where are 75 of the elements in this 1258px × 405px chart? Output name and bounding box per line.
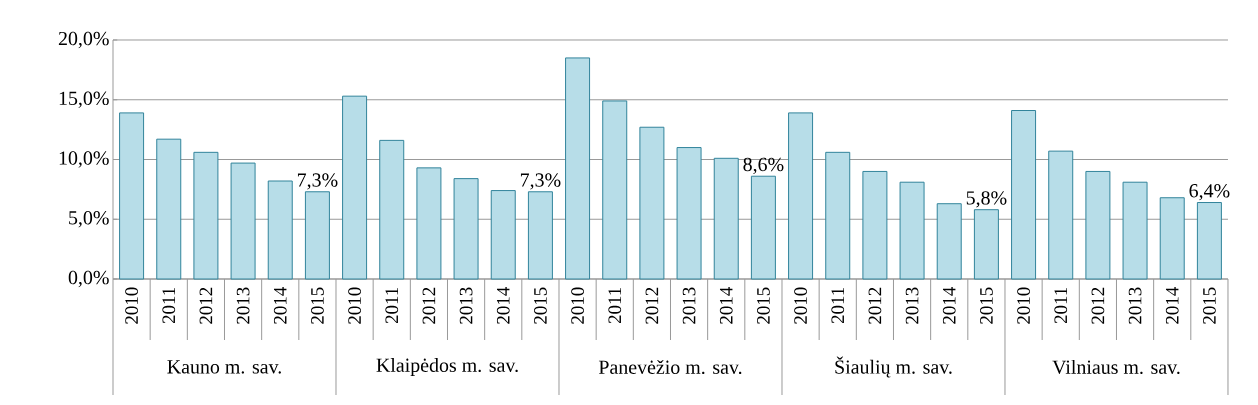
x-tick-label: 2013 bbox=[236, 287, 250, 324]
x-tick-label: 2015 bbox=[311, 287, 324, 324]
text: Klaipėdos m. sav. bbox=[376, 357, 518, 377]
x-tick-label: 2014 bbox=[273, 287, 287, 324]
bar bbox=[1196, 202, 1222, 280]
bar bbox=[676, 147, 702, 280]
x-tick-label: 2010 bbox=[348, 287, 361, 324]
bar bbox=[156, 138, 182, 280]
x-tick-label: 2010 bbox=[571, 287, 584, 324]
bar bbox=[527, 191, 553, 280]
x-tick-label: 2011 bbox=[1054, 287, 1068, 324]
bar bbox=[304, 191, 330, 280]
data-label: 6,4% bbox=[1189, 184, 1230, 201]
x-tick-label: 2011 bbox=[831, 287, 845, 324]
x-tick-label: 2010 bbox=[125, 287, 138, 324]
x-tick-label: 2014 bbox=[496, 287, 510, 324]
bar bbox=[713, 157, 739, 280]
x-tick-label: 2012 bbox=[422, 287, 436, 324]
bar bbox=[788, 112, 814, 280]
text: Šiaulių m. sav. bbox=[835, 356, 952, 378]
bar bbox=[379, 139, 405, 280]
bar bbox=[416, 167, 442, 280]
bar bbox=[1122, 181, 1148, 280]
bar bbox=[1048, 150, 1074, 280]
bar bbox=[193, 151, 219, 280]
y-tick-label: 10,0% bbox=[59, 151, 109, 168]
bar bbox=[899, 181, 925, 280]
y-tick-label: 0,0% bbox=[68, 270, 109, 288]
y-tick-label: 15,0% bbox=[59, 91, 109, 108]
bar bbox=[1085, 170, 1111, 280]
data-label: 5,8% bbox=[966, 191, 1007, 208]
bar bbox=[490, 190, 516, 280]
bar bbox=[342, 95, 368, 280]
data-label: 7,3% bbox=[297, 173, 338, 190]
bar bbox=[639, 126, 665, 280]
bar bbox=[119, 112, 145, 280]
data-label: 8,6% bbox=[743, 157, 784, 175]
x-tick-label: 2012 bbox=[868, 287, 882, 324]
x-tick-label: 2012 bbox=[1091, 287, 1105, 324]
bar bbox=[453, 178, 479, 280]
x-tick-label: 2015 bbox=[534, 287, 547, 324]
bar bbox=[565, 57, 591, 280]
bar bbox=[1159, 197, 1185, 280]
x-tick-label: 2010 bbox=[794, 287, 807, 324]
x-tick-label: 2014 bbox=[942, 287, 956, 324]
x-tick-label: 2012 bbox=[199, 287, 213, 324]
x-tick-label: 2013 bbox=[905, 287, 919, 324]
bar bbox=[750, 175, 776, 280]
x-tick-label: 2014 bbox=[719, 287, 733, 324]
bar bbox=[602, 100, 628, 280]
x-tick-label: 2011 bbox=[162, 287, 176, 324]
y-tick-label: 5,0% bbox=[69, 211, 109, 228]
bar bbox=[973, 209, 999, 280]
x-tick-label: 2011 bbox=[608, 287, 622, 324]
x-tick-label: 2015 bbox=[757, 287, 770, 324]
bar bbox=[862, 170, 888, 280]
x-tick-label: 2011 bbox=[385, 287, 399, 324]
text: Kauno m. sav. bbox=[167, 360, 281, 374]
x-tick-label: 2012 bbox=[645, 287, 659, 324]
x-tick-label: 2015 bbox=[1203, 287, 1216, 324]
x-tick-label: 2010 bbox=[1017, 287, 1030, 324]
text: Panevėžio m. sav. bbox=[598, 359, 742, 375]
bar bbox=[936, 203, 962, 280]
x-tick-label: 2013 bbox=[459, 287, 473, 324]
x-tick-label: 2013 bbox=[1128, 287, 1142, 324]
text: Vilniaus m. sav. bbox=[1052, 359, 1180, 375]
data-label: 7,3% bbox=[520, 173, 561, 190]
bar bbox=[825, 151, 851, 280]
bar bbox=[1011, 110, 1037, 280]
bar bbox=[230, 162, 256, 280]
bar bbox=[267, 180, 293, 280]
x-tick-label: 2014 bbox=[1165, 287, 1179, 324]
y-tick-label: 20,0% bbox=[58, 31, 109, 49]
x-tick-label: 2013 bbox=[682, 287, 696, 324]
x-tick-label: 2015 bbox=[980, 287, 993, 324]
